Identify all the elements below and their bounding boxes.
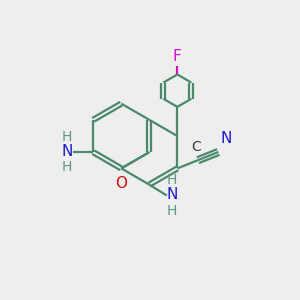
Text: H: H [167,204,177,218]
Text: O: O [115,176,127,191]
Text: F: F [173,49,182,64]
Text: H: H [167,173,177,187]
Text: N: N [167,187,178,202]
Text: H: H [62,160,73,175]
Text: H: H [62,130,73,144]
Text: C: C [191,140,201,154]
Text: N: N [221,131,232,146]
Text: N: N [61,144,73,159]
